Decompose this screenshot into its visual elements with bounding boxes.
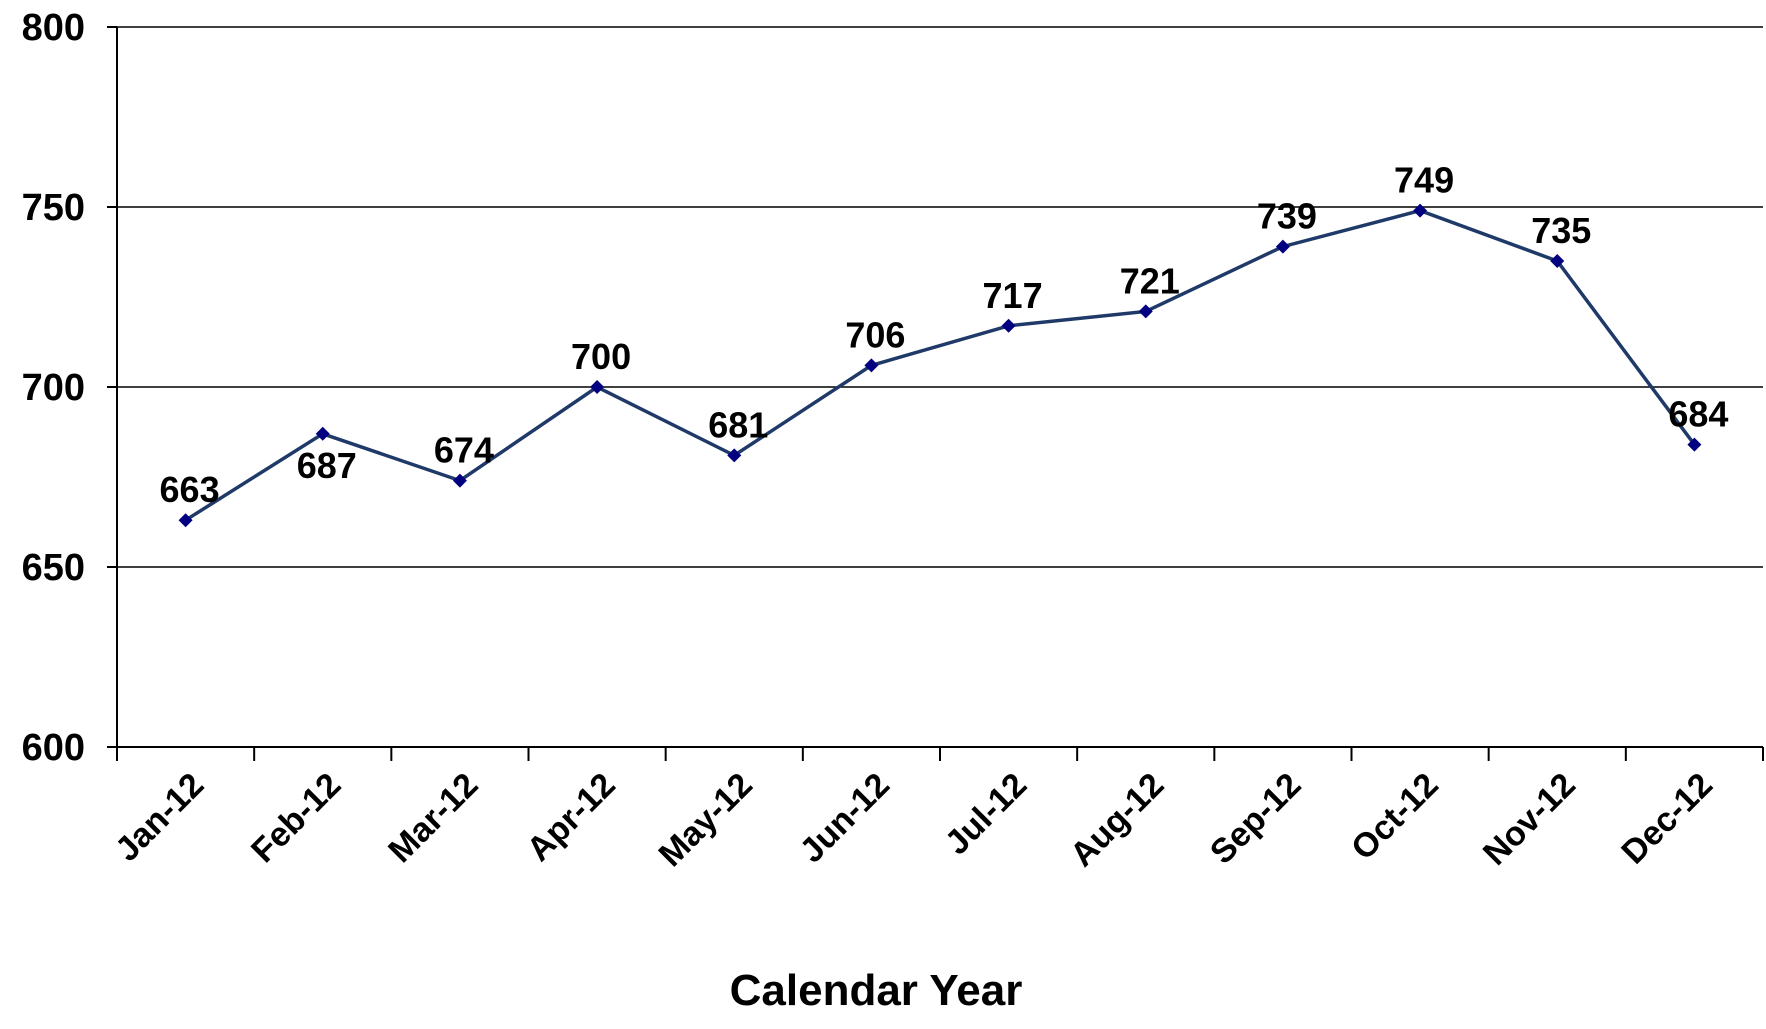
y-tick-label: 800	[22, 7, 85, 49]
marker	[1687, 437, 1702, 452]
data-label: 687	[297, 445, 357, 486]
marker	[1001, 318, 1016, 333]
marker	[178, 513, 193, 528]
data-label: 749	[1394, 160, 1454, 201]
x-tick-label: Mar-12	[381, 766, 485, 870]
y-tick-label: 700	[22, 367, 85, 409]
x-tick-label: Oct-12	[1344, 766, 1446, 868]
x-tick-label: Dec-12	[1614, 766, 1720, 872]
x-tick-label: Feb-12	[244, 766, 348, 870]
marker	[1413, 203, 1428, 218]
y-tick-label: 750	[22, 187, 85, 229]
x-tick-label: Jul-12	[938, 766, 1034, 862]
marker	[864, 358, 879, 373]
data-label: 721	[1120, 260, 1180, 301]
marker	[452, 473, 467, 488]
data-label: 717	[983, 275, 1043, 316]
x-tick-label: May-12	[652, 766, 760, 874]
data-label: 739	[1257, 196, 1317, 237]
y-tick-label: 600	[22, 727, 85, 769]
data-label: 735	[1531, 210, 1591, 251]
marker	[1550, 254, 1565, 268]
data-label: 681	[708, 404, 768, 445]
marker	[1275, 239, 1290, 254]
data-label: 700	[571, 336, 631, 377]
x-tick-label: Apr-12	[520, 766, 623, 869]
data-label: 674	[434, 430, 494, 471]
x-tick-label: Jan-12	[108, 766, 211, 869]
marker	[1138, 304, 1153, 319]
series-line	[184, 208, 1696, 522]
data-label: 706	[845, 314, 905, 355]
data-label: 663	[160, 469, 220, 510]
x-tick-label: Nov-12	[1476, 766, 1583, 873]
x-axis-title: Calendar Year	[730, 966, 1023, 1015]
x-tick-label: Aug-12	[1063, 766, 1171, 874]
marker	[727, 448, 742, 463]
marker	[590, 380, 605, 394]
y-tick-label: 650	[22, 547, 85, 589]
x-tick-label: Sep-12	[1203, 766, 1309, 872]
marker	[315, 426, 330, 441]
data-label: 684	[1668, 394, 1728, 435]
x-tick-label: Jun-12	[793, 766, 897, 870]
